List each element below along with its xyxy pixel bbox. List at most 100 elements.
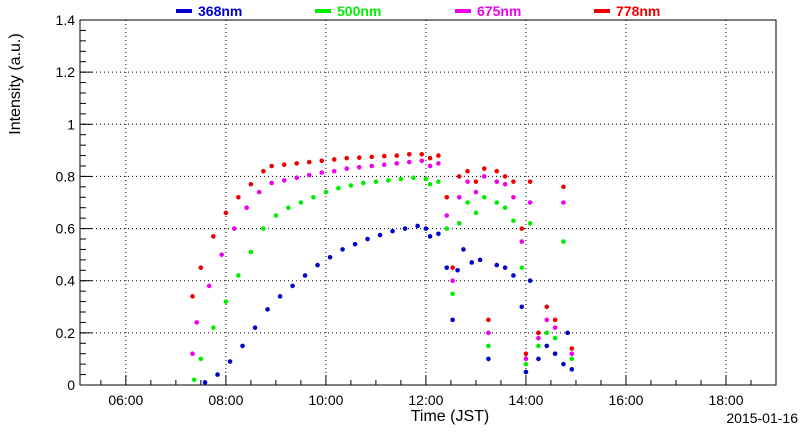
data-point-675nm <box>281 178 287 183</box>
data-point-368nm <box>519 304 525 310</box>
data-point-778nm <box>306 159 312 165</box>
data-point-675nm <box>552 325 558 330</box>
series-675nm <box>190 158 575 362</box>
x-tick-label: 14:00 <box>508 392 543 408</box>
y-tick-label: 0 <box>67 377 75 393</box>
axis-ticks <box>80 19 777 386</box>
data-point-500nm <box>273 213 279 218</box>
data-point-500nm <box>223 299 229 304</box>
data-point-675nm <box>427 163 433 169</box>
data-point-675nm <box>219 252 225 257</box>
data-point-778nm <box>394 153 400 158</box>
data-point-675nm <box>527 200 533 205</box>
data-point-368nm <box>427 234 433 239</box>
data-point-500nm <box>527 221 533 226</box>
x-tick-label: 16:00 <box>608 392 643 408</box>
data-point-675nm <box>450 278 455 284</box>
data-point-500nm <box>465 200 470 205</box>
data-point-675nm <box>319 170 325 175</box>
data-point-675nm <box>256 189 262 195</box>
data-point-500nm <box>561 239 566 244</box>
data-point-500nm <box>323 189 329 195</box>
data-point-675nm <box>494 179 500 184</box>
data-point-500nm <box>236 273 241 278</box>
data-point-368nm <box>561 361 566 367</box>
data-point-778nm <box>223 210 229 216</box>
data-point-778nm <box>190 294 195 299</box>
data-point-675nm <box>306 172 312 178</box>
data-point-500nm <box>336 185 341 191</box>
data-point-368nm <box>290 283 295 289</box>
data-point-500nm <box>481 194 487 200</box>
data-point-500nm <box>373 179 379 184</box>
data-point-500nm <box>486 343 491 349</box>
data-point-675nm <box>406 159 412 165</box>
data-point-500nm <box>552 335 558 341</box>
data-point-675nm <box>444 213 450 218</box>
legend: 368nm 500nm 675nm 778nm <box>176 3 660 19</box>
series-500nm <box>191 175 575 383</box>
data-point-500nm <box>198 356 204 362</box>
legend-label-675nm: 675nm <box>477 3 521 19</box>
data-point-368nm <box>277 294 283 299</box>
data-point-368nm <box>352 241 358 247</box>
data-point-778nm <box>444 194 450 200</box>
data-point-500nm <box>361 180 366 186</box>
data-point-778nm <box>356 155 362 160</box>
data-point-778nm <box>319 158 325 164</box>
data-point-675nm <box>519 239 525 244</box>
plot-frame <box>79 19 777 386</box>
data-point-675nm <box>481 174 487 179</box>
data-point-500nm <box>411 175 416 181</box>
data-point-778nm <box>502 174 508 179</box>
data-point-778nm <box>536 330 541 336</box>
data-point-368nm <box>502 265 508 270</box>
data-point-500nm <box>450 291 455 297</box>
data-point-675nm <box>269 180 275 186</box>
data-point-500nm <box>211 325 216 330</box>
y-tick-label: 0.6 <box>56 221 76 237</box>
data-point-368nm <box>340 247 345 252</box>
data-point-368nm <box>511 273 516 278</box>
data-point-778nm <box>427 155 433 161</box>
data-point-368nm <box>202 380 208 385</box>
data-point-500nm <box>456 221 462 226</box>
data-point-675nm <box>244 205 250 211</box>
data-point-778nm <box>381 153 387 159</box>
data-point-778nm <box>527 179 533 184</box>
data-point-368nm <box>565 330 570 336</box>
data-point-778nm <box>486 317 491 323</box>
data-point-675nm <box>206 283 212 289</box>
data-point-368nm <box>461 247 466 252</box>
x-tick-label: 12:00 <box>408 392 443 408</box>
data-point-368nm <box>215 372 220 377</box>
data-point-675nm <box>381 162 387 167</box>
data-point-368nm <box>536 356 541 362</box>
data-point-778nm <box>456 174 462 179</box>
data-point-500nm <box>286 205 291 211</box>
data-point-675nm <box>436 161 441 166</box>
data-point-778nm <box>494 168 500 174</box>
data-point-500nm <box>473 210 479 216</box>
grid-lines <box>80 20 776 385</box>
data-point-500nm <box>261 226 266 231</box>
data-point-368nm <box>436 231 441 237</box>
data-point-675nm <box>569 351 575 357</box>
data-point-368nm <box>494 262 500 268</box>
data-point-500nm <box>191 377 197 383</box>
y-tick-label: 1.4 <box>56 12 76 28</box>
data-point-675nm <box>190 351 195 357</box>
data-point-675nm <box>231 226 237 231</box>
data-point-368nm <box>265 307 270 312</box>
data-point-500nm <box>423 176 429 182</box>
date-label: 2015-01-16 <box>726 410 798 426</box>
y-tick-label: 1 <box>67 116 75 132</box>
data-point-675nm <box>465 179 470 184</box>
data-point-368nm <box>302 273 308 278</box>
data-point-368nm <box>552 351 558 357</box>
data-point-675nm <box>473 189 479 195</box>
data-point-368nm <box>415 223 420 229</box>
x-tick-label: 08:00 <box>208 392 243 408</box>
data-point-368nm <box>527 278 533 284</box>
data-point-778nm <box>281 162 287 167</box>
